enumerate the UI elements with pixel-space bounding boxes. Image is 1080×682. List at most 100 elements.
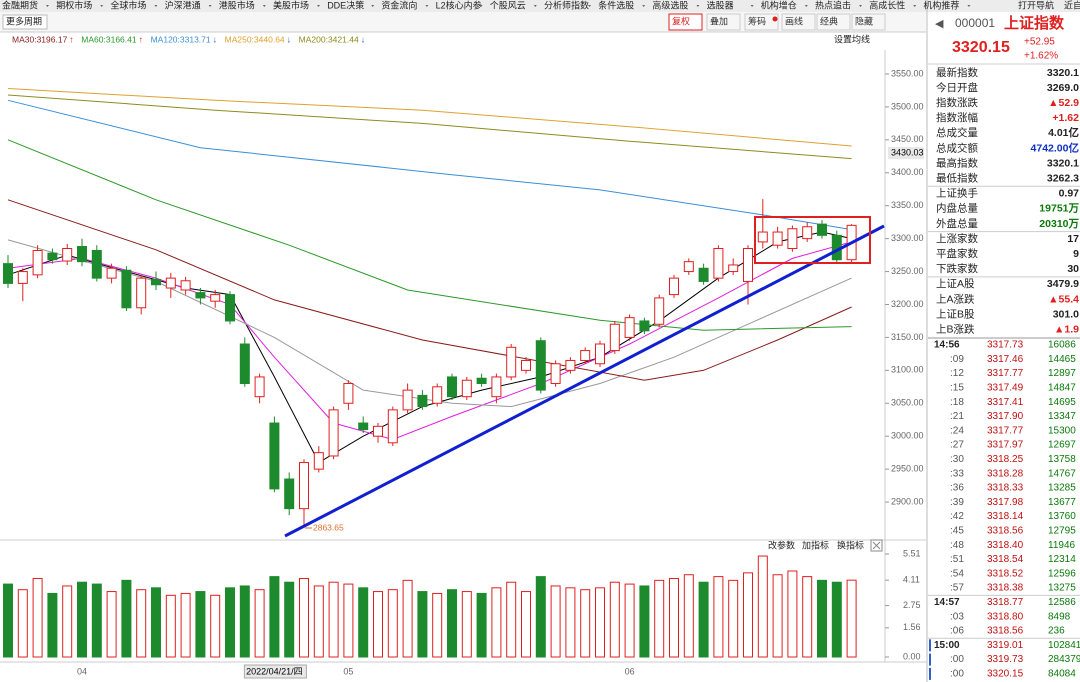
legend-trend: ↓ [213,34,218,44]
toolbar-button[interactable]: 复权 [672,15,690,26]
menu-item[interactable]: 热点追击 [815,0,851,10]
volume-bar [195,591,206,658]
tick-price: 3317.46 [987,354,1024,365]
quote-label: 内盘总量 [936,202,978,215]
tick-price: 3320.15 [987,669,1024,680]
indicator-button[interactable]: 改参数 [768,539,795,550]
menu-item[interactable]: 分析师指数 [544,0,589,10]
volume-bar [669,577,679,658]
toolbar-button[interactable]: 画线 [785,15,803,26]
legend-trend: ↑ [69,34,74,44]
candle-body [447,376,457,398]
volume-bar [299,577,309,658]
tick-price: 3318.52 [987,568,1024,579]
menu-item[interactable]: 选股器 [707,0,734,10]
back-arrow[interactable]: ◀ [935,18,944,30]
moving-average [7,199,852,381]
quote-label: 下跌家数 [936,262,978,275]
menu-item[interactable]: 个股风云 [490,0,526,10]
menu-item[interactable]: 近自 [1064,0,1080,10]
volume-bar [91,583,102,658]
menu-item[interactable]: 资金流向 [381,0,417,10]
toolbar-button[interactable]: 经典 [820,15,838,26]
candle-body [299,462,309,510]
volume-bar [521,591,531,658]
legend-entry: MA30:3196.17 [12,34,68,44]
volume-bar [121,579,132,658]
legend-entry: MA120:3313.71 [151,34,211,44]
y-tick-label: 3150.00 [891,332,924,342]
ma-settings[interactable]: 设置均线 [834,33,870,44]
quote-value: 3479.9 [1047,278,1079,290]
volume-bar [698,581,709,658]
tick-time: :15 [950,383,964,394]
volume-bar [728,579,739,658]
tick-time: :27 [950,440,964,451]
candle-body [313,452,324,470]
moving-average [7,239,852,408]
volume-bar [609,581,620,658]
candle-body [817,223,827,236]
tick-price: 3317.97 [987,440,1024,451]
toolbar-button-box[interactable] [851,13,886,31]
menu-item[interactable]: 金融期货 [2,0,38,10]
quote-value: 0.97 [1059,188,1080,200]
toolbar-button[interactable]: 叠加 [710,16,728,26]
y-tick-label: 3100.00 [891,365,924,375]
menu-item[interactable]: 打开导航 [1018,0,1054,10]
volume-bar [62,585,73,658]
menu-item[interactable]: DDE决策 [327,0,364,10]
tick-price: 3318.54 [987,554,1024,565]
menu-item[interactable]: 高级选股 [652,0,688,10]
toolbar-button[interactable]: 隐藏 [855,15,873,26]
candle-body [402,389,413,411]
menu-item[interactable]: 机构增仓 [761,0,797,10]
menu-item[interactable]: L2核心内参 [436,0,482,10]
y-tick-label: 3300.00 [891,233,924,243]
last-price: 3320.15 [952,39,1010,56]
toolbar-button-box[interactable] [816,13,851,31]
candle-body [165,277,176,289]
menu-caret [642,5,646,7]
tick-volume: 15300 [1048,425,1076,436]
volume-bar [624,583,635,658]
tick-price: 3317.90 [987,411,1024,422]
moving-average [7,241,852,441]
volume-bar [136,589,147,658]
candle-body [565,359,576,371]
period-button[interactable]: 更多周期 [6,15,42,26]
period-box[interactable] [2,14,48,30]
candle-body [32,249,43,276]
menu-item[interactable]: 港股市场 [219,0,255,10]
toolbar-button-box[interactable] [744,13,779,31]
menu-item[interactable]: 期权市场 [56,0,92,10]
toolbar-button-box[interactable] [781,13,816,31]
legend-entry: MA250:3440.64 [225,34,285,44]
menu-caret [154,5,158,7]
quote-label: 上A涨跌 [936,292,975,305]
menu-item[interactable]: 沪深港通 [165,0,201,10]
volume-bar [639,585,650,658]
menu-item[interactable]: 美股市场 [273,0,309,10]
candle-body [106,267,117,279]
menu-item[interactable]: 条件选股 [598,0,634,10]
menu-item[interactable]: 高成长性 [869,0,905,10]
volume-tick-label: 0.00 [903,651,921,661]
tick-volume: 13758 [1048,454,1076,465]
menu-item[interactable]: 机构推荐 [923,0,959,10]
menu-item[interactable]: 全球市场 [110,0,146,10]
toolbar-button-box[interactable] [706,13,741,31]
quote-label: 上B涨跌 [936,322,975,335]
indicator-button[interactable]: 换指标 [837,539,864,550]
volume-bar [328,581,339,658]
candle-body [328,409,339,457]
volume-bar [151,587,161,658]
tick-price: 3317.49 [987,383,1024,394]
candle-body [683,261,694,273]
toolbar-button-box[interactable] [668,13,703,31]
tick-time: :00 [950,654,964,665]
tick-volume: 12586 [1048,597,1076,608]
indicator-button[interactable]: 加指标 [802,539,829,550]
toolbar-button[interactable]: 筹码 [748,15,766,26]
menu-caret [317,5,320,7]
